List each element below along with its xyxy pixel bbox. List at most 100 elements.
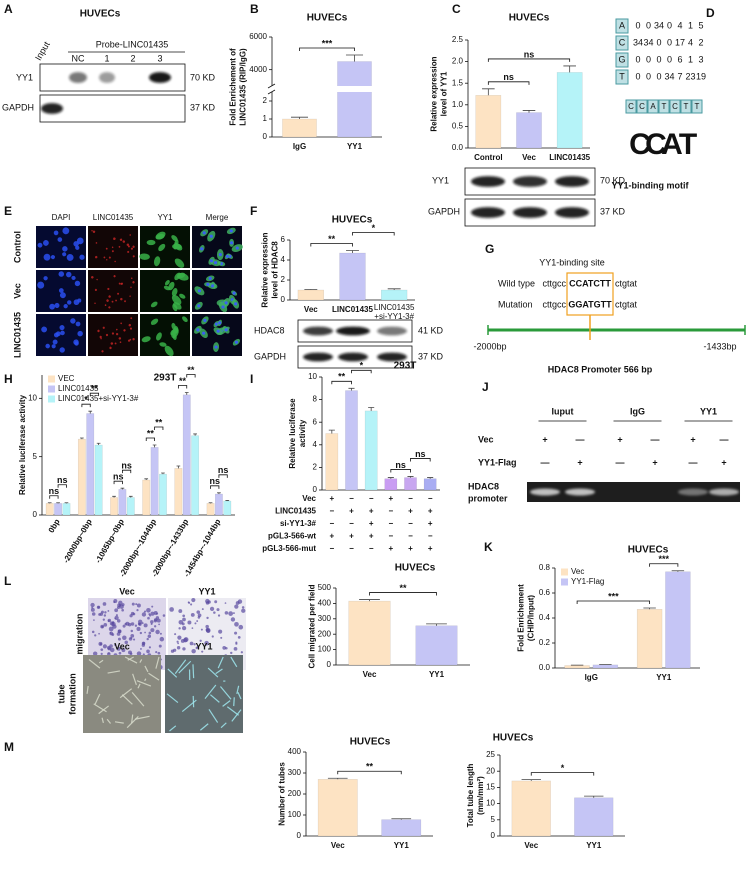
y-axis-label: level of YY1: [439, 71, 448, 116]
blot-band: [555, 207, 589, 218]
bar: [348, 600, 391, 666]
cell: [63, 303, 68, 309]
error-bar: [304, 289, 318, 290]
nucleus: [224, 301, 228, 305]
bar: [475, 95, 502, 149]
cell: [105, 247, 108, 250]
micrograph: [88, 270, 138, 312]
count: 34: [654, 20, 664, 30]
x-tick-label: YY1: [347, 142, 363, 151]
count: 0: [667, 37, 672, 47]
cell: [155, 231, 166, 240]
bar: [110, 497, 118, 516]
y-tick-label: 100: [288, 810, 302, 819]
count: 0: [646, 20, 651, 30]
base-label: G: [618, 54, 625, 64]
nucleus: [225, 254, 229, 258]
sequence-box: [669, 99, 681, 114]
cell: [75, 245, 80, 250]
error-bar: [56, 502, 60, 504]
x-tick-label-box: LINC01435 +si-YY1-3#: [373, 303, 415, 321]
y-tick-label: 0: [263, 132, 268, 141]
x-tick-label: -2000bp~0bp: [61, 517, 93, 564]
count: 0: [667, 54, 672, 64]
bar: [325, 433, 339, 491]
error-bar: [80, 437, 84, 440]
error-bar: [327, 777, 348, 780]
y-tick-label: 6: [313, 417, 318, 426]
cell: [132, 281, 135, 284]
legend-swatch: [48, 395, 55, 403]
blot-band: [338, 352, 368, 362]
migrated-cell: [182, 617, 186, 622]
sequence-box: [625, 99, 637, 114]
migrated-cell: [209, 606, 215, 611]
significance-label: ns: [209, 476, 220, 486]
cell: [62, 246, 68, 252]
bar: [45, 503, 54, 516]
x-tick-label: Control: [474, 153, 502, 162]
tube: [174, 659, 187, 674]
migrated-cell: [241, 606, 245, 609]
panel-letter: J: [482, 380, 489, 394]
significance-label: ns: [524, 49, 535, 59]
cell: [66, 254, 74, 261]
x-tick-label: Vec: [304, 305, 318, 314]
y-tick-label: 0: [313, 485, 318, 494]
chart-title: 293T: [154, 373, 177, 384]
migrated-cell: [102, 644, 107, 649]
panel-letter: C: [452, 2, 461, 16]
significance-label: *: [84, 395, 88, 405]
bar: [150, 447, 159, 516]
migrated-cell: [195, 646, 199, 650]
significance-label: **: [155, 417, 163, 427]
table-row-label: pGL3-566-wt: [268, 532, 316, 541]
cell: [171, 235, 178, 242]
lane-label: 3: [157, 53, 162, 63]
table-sign: +: [428, 519, 433, 528]
migrated-cell: [159, 636, 165, 642]
error-bar: [522, 110, 536, 113]
migrated-cell: [121, 648, 126, 653]
migrated-cell: [114, 643, 117, 646]
migrated-cell: [148, 646, 151, 649]
x-tick-label: -1454bp~-1044bp: [182, 517, 222, 578]
tube: [178, 660, 192, 674]
migrated-cell: [222, 646, 227, 650]
y-tick-label: 4: [281, 255, 286, 264]
tube-image: [165, 655, 243, 733]
blot-band: [555, 176, 589, 187]
base-box: [615, 18, 629, 34]
migrated-cell: [207, 600, 211, 604]
cell: [114, 260, 116, 263]
tube: [88, 659, 101, 669]
bar: [94, 444, 103, 516]
significance-bracket: [352, 232, 395, 236]
x-tick-label: LINC01435 +si-YY1-3#: [373, 303, 415, 321]
y-tick-label: 1.0: [452, 100, 464, 109]
migrated-cell: [177, 642, 180, 645]
table-sign: +: [369, 519, 374, 528]
migrated-cell: [102, 618, 105, 621]
cell: [177, 273, 189, 281]
cell: [111, 246, 114, 249]
legend-swatch: [48, 375, 55, 383]
migrated-cell: [114, 615, 119, 621]
bar: [282, 118, 317, 138]
error-bar: [426, 623, 447, 626]
migrated-cell: [131, 602, 135, 606]
cell: [172, 333, 177, 340]
cell: [115, 332, 119, 336]
migrated-cell: [114, 608, 119, 613]
y-tick-label: 5: [491, 815, 496, 824]
significance-bracket: [487, 81, 530, 85]
x-tick-label: YY1: [429, 670, 445, 679]
y-tick-label: 6000: [249, 32, 267, 41]
migrated-cell: [107, 610, 110, 612]
error-bar: [112, 495, 116, 498]
migrated-cell: [169, 607, 174, 612]
y-tick-label: 400: [288, 747, 302, 756]
cell: [127, 250, 130, 253]
y-axis-label: Fold Enrichement of: [229, 48, 238, 126]
bar: [384, 478, 398, 491]
